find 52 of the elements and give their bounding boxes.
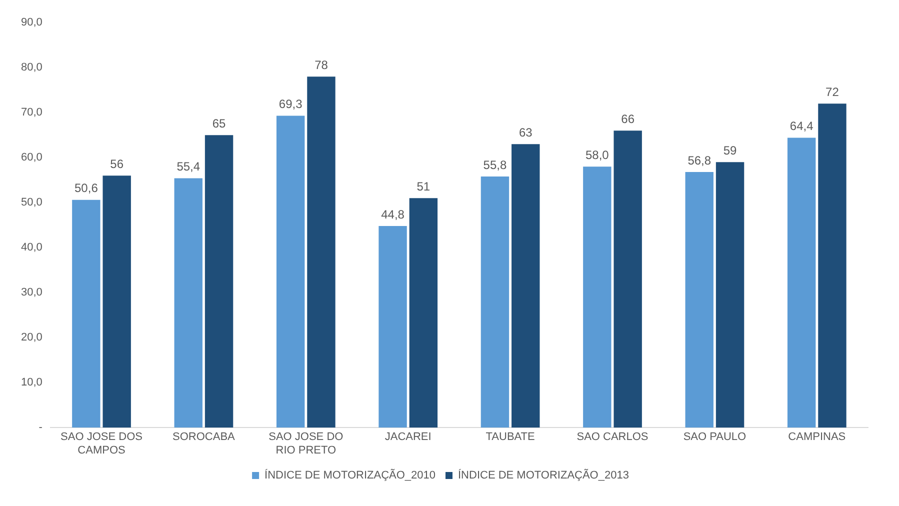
bar bbox=[716, 162, 744, 428]
y-tick-label: 20,0 bbox=[20, 332, 42, 344]
data-label: 44,8 bbox=[381, 207, 405, 222]
y-tick-label: 40,0 bbox=[20, 242, 42, 254]
data-label: 69,3 bbox=[278, 97, 303, 112]
x-tick-label: SAO JOSE DOS CAMPOS bbox=[60, 431, 142, 456]
data-label: 56 bbox=[110, 156, 124, 171]
bar bbox=[409, 198, 438, 428]
y-tick-label: 10,0 bbox=[20, 376, 42, 389]
y-tick-label: 30,0 bbox=[20, 286, 42, 299]
y-tick-label: - bbox=[38, 422, 43, 434]
x-tick-label: SOROCABA bbox=[172, 431, 236, 444]
data-label: 64,4 bbox=[790, 119, 814, 134]
bar bbox=[685, 172, 714, 428]
bar bbox=[276, 116, 305, 428]
bar bbox=[72, 200, 100, 428]
bar bbox=[512, 144, 540, 428]
legend-label: ÍNDICE DE MOTORIZAÇÃO_2010 bbox=[264, 468, 436, 482]
data-label: 63 bbox=[518, 125, 533, 140]
bar bbox=[174, 178, 202, 428]
x-tick-label: SAO JOSE DO RIO PRETO bbox=[268, 431, 344, 456]
bar bbox=[102, 176, 131, 428]
data-label: 50,6 bbox=[74, 181, 98, 196]
bar bbox=[818, 104, 846, 428]
x-tick-label: CAMPINAS bbox=[788, 431, 846, 444]
y-tick-label: 50,0 bbox=[20, 196, 42, 209]
y-tick-label: 90,0 bbox=[20, 16, 42, 29]
x-tick-label: JACAREI bbox=[384, 431, 432, 444]
data-label: 72 bbox=[826, 84, 840, 99]
data-label: 59 bbox=[723, 143, 738, 158]
bar bbox=[204, 135, 234, 428]
data-label: 55,8 bbox=[483, 158, 507, 172]
bar bbox=[787, 138, 816, 428]
y-tick-label: 70,0 bbox=[20, 106, 42, 119]
y-tick-label: 80,0 bbox=[20, 62, 42, 74]
bar bbox=[583, 166, 612, 428]
x-tick-label: SAO PAULO bbox=[683, 431, 747, 444]
bar bbox=[614, 130, 642, 428]
legend-label: ÍNDICE DE MOTORIZAÇÃO_2013 bbox=[458, 468, 629, 482]
bar bbox=[307, 76, 336, 428]
bar bbox=[480, 176, 510, 428]
bar bbox=[378, 226, 407, 428]
data-label: 51 bbox=[416, 179, 430, 194]
data-label: 58,0 bbox=[585, 148, 610, 162]
y-tick-label: 60,0 bbox=[20, 152, 42, 164]
data-label: 66 bbox=[621, 112, 635, 126]
x-tick-label: TAUBATE bbox=[486, 431, 535, 444]
data-label: 78 bbox=[314, 58, 328, 72]
data-label: 65 bbox=[212, 116, 226, 130]
data-label: 55,4 bbox=[176, 160, 200, 174]
x-tick-label: SAO CARLOS bbox=[576, 431, 648, 444]
data-label: 56,8 bbox=[688, 153, 712, 168]
